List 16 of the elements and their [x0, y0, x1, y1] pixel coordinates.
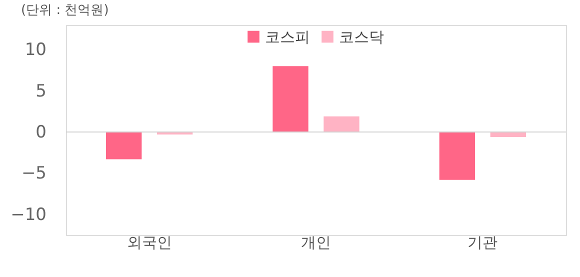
bar [272, 66, 308, 132]
y-tick-label: −10 [10, 204, 46, 225]
bar [439, 132, 476, 180]
y-tick-label: 0 [36, 122, 46, 143]
bar [324, 116, 360, 132]
y-tick-label: 5 [36, 81, 46, 102]
bar [490, 132, 526, 137]
bar [106, 132, 142, 160]
y-tick-label: 10 [24, 40, 46, 60]
x-tick-label: 개인 [301, 234, 331, 252]
legend-label: 코스피 [265, 28, 310, 46]
x-tick-label: 외국인 [126, 234, 172, 252]
legend-label: 코스닥 [339, 28, 384, 46]
x-tick-label: 기관 [468, 234, 498, 252]
chart-title: (단위 : 천억원) [21, 3, 109, 18]
y-tick-label: −5 [21, 164, 46, 184]
